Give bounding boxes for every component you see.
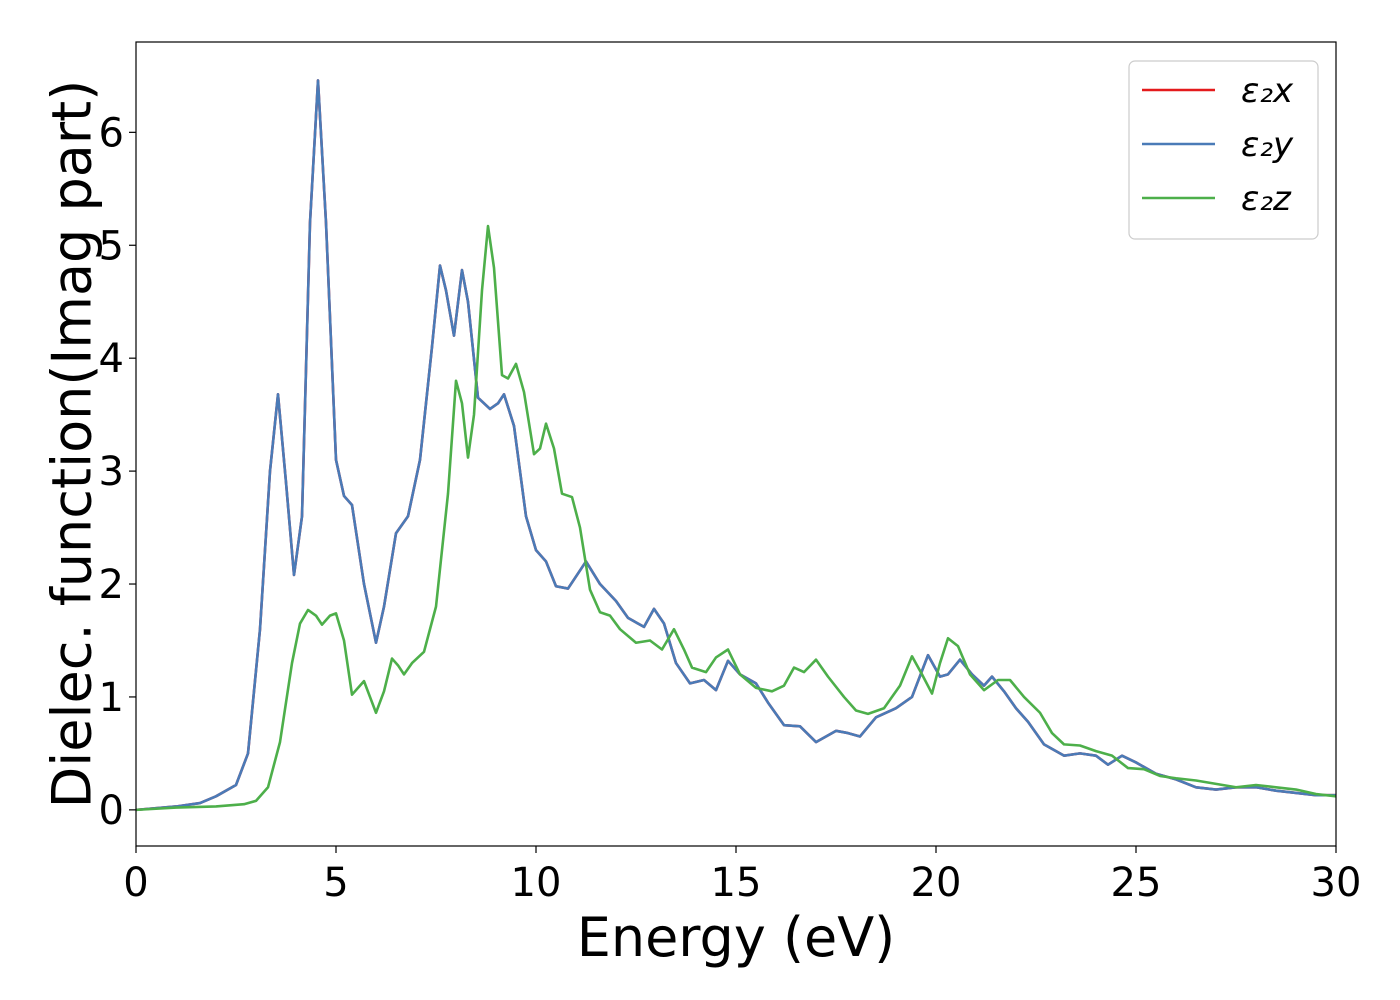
y-tick-label: 4 — [99, 336, 124, 382]
x-axis-ticks: 0 5 10 15 20 25 30 — [123, 846, 1361, 906]
series-line-2 — [136, 79, 1336, 812]
y-axis-ticks: 0 1 2 3 4 5 6 — [99, 110, 136, 834]
y-axis-title: Dielec. function(Imag part) — [41, 80, 104, 809]
legend-label-3: ε₂z — [1241, 179, 1292, 219]
x-tick-label: 5 — [323, 860, 348, 906]
y-tick-label: 0 — [99, 788, 124, 834]
series-line-3 — [136, 224, 1336, 812]
x-axis-title: Energy (eV) — [577, 906, 896, 969]
x-tick-label: 20 — [911, 860, 962, 906]
legend-label-2: ε₂y — [1241, 125, 1294, 165]
y-tick-label: 3 — [99, 449, 124, 495]
x-tick-label: 10 — [511, 860, 562, 906]
y-tick-label: 5 — [99, 223, 124, 269]
y-tick-label: 1 — [99, 675, 124, 721]
x-tick-label: 25 — [1111, 860, 1162, 906]
legend-label-1: ε₂x — [1241, 71, 1294, 111]
x-tick-label: 30 — [1311, 860, 1362, 906]
legend: ε₂x ε₂y ε₂z — [1128, 60, 1319, 240]
x-tick-label: 15 — [711, 860, 762, 906]
y-tick-label: 6 — [99, 110, 124, 156]
y-tick-label: 2 — [99, 562, 124, 608]
x-tick-label: 0 — [123, 860, 148, 906]
legend-box — [1128, 60, 1319, 240]
